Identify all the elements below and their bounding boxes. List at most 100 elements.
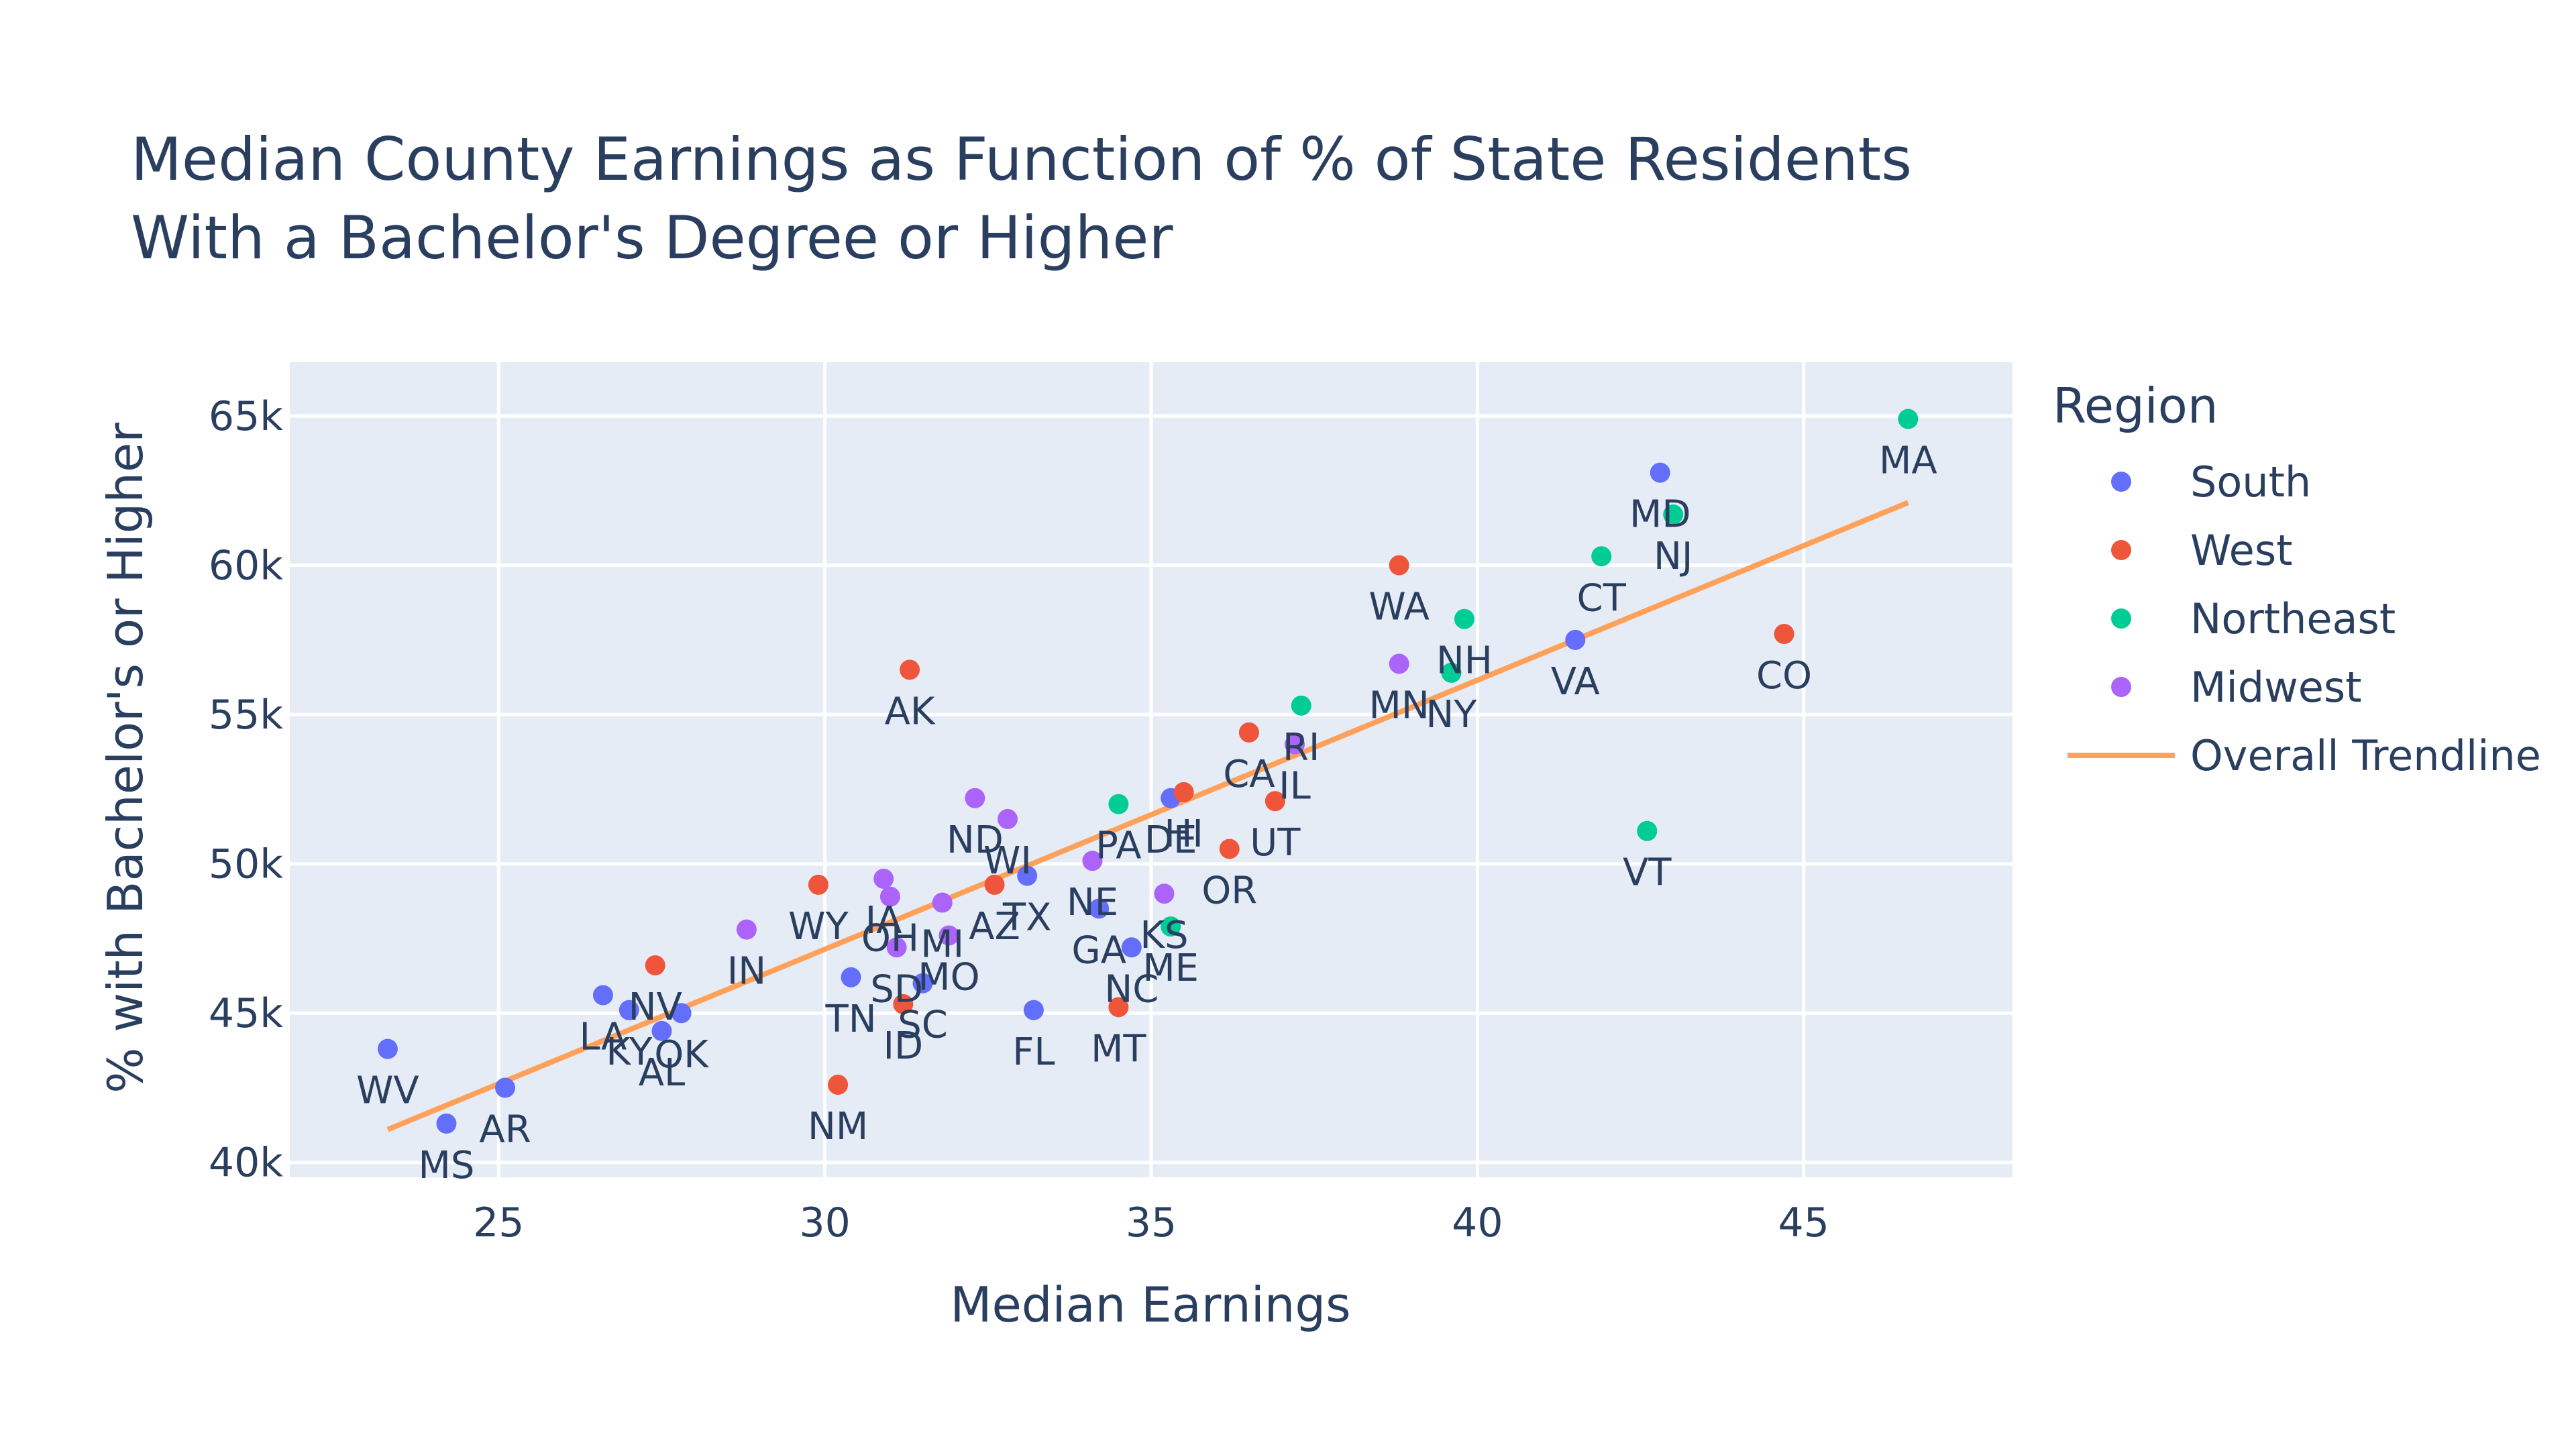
chart-title: Median County Earnings as Function of % … bbox=[131, 125, 1912, 272]
data-point bbox=[1389, 555, 1409, 576]
point-label: WA bbox=[1368, 586, 1430, 629]
y-axis-ticks: 40k 45k 50k 55k 60k 65k bbox=[209, 393, 283, 1187]
data-point bbox=[873, 868, 894, 889]
data-point bbox=[1161, 916, 1181, 937]
point-label: DE bbox=[1144, 818, 1197, 862]
data-point bbox=[1238, 722, 1259, 743]
data-point bbox=[1173, 782, 1194, 802]
point-label: OK bbox=[654, 1033, 709, 1077]
point-label: NH bbox=[1436, 639, 1493, 683]
x-tick-label: 40 bbox=[1452, 1199, 1503, 1246]
data-point bbox=[1285, 734, 1305, 755]
data-point bbox=[808, 874, 828, 895]
data-point bbox=[1663, 504, 1684, 525]
point-label: MA bbox=[1879, 439, 1937, 483]
point-label: KS bbox=[1140, 914, 1188, 957]
legend-marker bbox=[2111, 540, 2131, 560]
y-tick-label: 50k bbox=[209, 841, 283, 888]
legend: Region South West Northeast Midwest Overall … bbox=[2053, 378, 2541, 780]
points-layer bbox=[377, 409, 1919, 1134]
x-axis-title: Median Earnings bbox=[950, 1277, 1350, 1333]
point-label: NE bbox=[1067, 881, 1118, 924]
point-label: NJ bbox=[1654, 535, 1693, 578]
point-label: MI bbox=[920, 923, 964, 967]
data-point bbox=[1898, 409, 1919, 429]
x-tick-label: 35 bbox=[1126, 1199, 1177, 1246]
data-point bbox=[1454, 608, 1474, 629]
point-label: SC bbox=[898, 1004, 948, 1047]
point-label: IL bbox=[1279, 765, 1311, 808]
y-tick-label: 65k bbox=[209, 393, 283, 440]
y-tick-label: 40k bbox=[209, 1140, 283, 1187]
data-point bbox=[1017, 865, 1038, 886]
data-point bbox=[495, 1077, 515, 1098]
data-point bbox=[1023, 1000, 1044, 1020]
data-point bbox=[1121, 937, 1142, 958]
point-label: WV bbox=[356, 1069, 419, 1113]
point-label: CA bbox=[1223, 753, 1275, 796]
point-label: AL bbox=[639, 1051, 686, 1095]
point-label: NC bbox=[1104, 967, 1159, 1011]
point-label: CT bbox=[1577, 576, 1627, 620]
data-point bbox=[1108, 794, 1129, 814]
data-point bbox=[1637, 820, 1658, 841]
y-tick-label: 55k bbox=[209, 692, 283, 739]
point-label: OH bbox=[861, 917, 919, 961]
data-point bbox=[736, 919, 757, 940]
x-tick-label: 30 bbox=[799, 1199, 850, 1246]
data-point bbox=[1154, 883, 1175, 904]
data-point bbox=[671, 1003, 692, 1024]
point-label: LA bbox=[580, 1016, 627, 1059]
data-point bbox=[998, 808, 1018, 829]
point-label: MD bbox=[1629, 493, 1690, 537]
point-label: IN bbox=[727, 950, 766, 994]
data-point bbox=[932, 892, 953, 913]
trendline-layer bbox=[386, 500, 1909, 1132]
data-point bbox=[1291, 695, 1311, 716]
data-point bbox=[651, 1020, 672, 1041]
data-point bbox=[1389, 653, 1409, 674]
legend-label: West bbox=[2190, 526, 2292, 575]
data-point bbox=[377, 1038, 398, 1059]
data-point bbox=[893, 994, 914, 1014]
gridlines bbox=[290, 362, 2012, 1177]
point-label: ME bbox=[1142, 947, 1199, 990]
point-label: TX bbox=[1002, 896, 1052, 939]
point-label: NY bbox=[1426, 693, 1477, 737]
point-label: WY bbox=[788, 905, 849, 949]
point-label: VA bbox=[1551, 660, 1600, 704]
data-point bbox=[1650, 462, 1670, 483]
legend-label: Overall Trendline bbox=[2190, 731, 2541, 780]
x-tick-label: 25 bbox=[473, 1199, 524, 1246]
point-label: NV bbox=[629, 985, 682, 1029]
point-label: MT bbox=[1091, 1027, 1146, 1071]
legend-label: Midwest bbox=[2190, 663, 2362, 712]
point-label: HI bbox=[1164, 812, 1203, 856]
point-label: NM bbox=[808, 1105, 868, 1148]
data-point bbox=[1082, 851, 1103, 871]
point-label: OR bbox=[1201, 869, 1257, 912]
legend-marker bbox=[2111, 677, 2131, 697]
legend-label: Northeast bbox=[2190, 594, 2396, 643]
data-point bbox=[1108, 997, 1129, 1018]
point-label: MN bbox=[1369, 684, 1430, 728]
point-label: IA bbox=[865, 899, 902, 943]
point-label: VT bbox=[1623, 851, 1672, 895]
y-axis-title: % with Bachelor's or Higher bbox=[97, 423, 154, 1093]
legend-label: South bbox=[2190, 458, 2311, 506]
data-point bbox=[984, 874, 1005, 895]
point-label: KY bbox=[606, 1030, 653, 1074]
point-label: GA bbox=[1071, 928, 1126, 972]
legend-marker bbox=[2111, 608, 2131, 629]
trendline bbox=[386, 500, 1909, 1132]
data-point bbox=[1089, 898, 1110, 919]
data-point bbox=[619, 1000, 639, 1020]
data-point bbox=[841, 967, 861, 987]
point-label: RI bbox=[1283, 726, 1320, 769]
point-label: AK bbox=[885, 690, 936, 733]
point-label: CO bbox=[1756, 654, 1812, 698]
data-point bbox=[1591, 546, 1612, 567]
data-point bbox=[1774, 624, 1794, 644]
point-label: AZ bbox=[969, 905, 1020, 949]
